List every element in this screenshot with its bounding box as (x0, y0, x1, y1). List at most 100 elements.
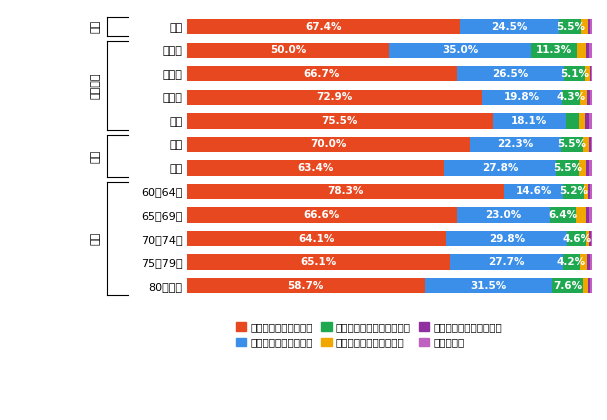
Bar (552, 278, 583, 293)
Bar (186, 231, 446, 246)
Text: 5.5%: 5.5% (557, 139, 586, 150)
Text: 26.5%: 26.5% (493, 69, 529, 79)
Bar (504, 184, 563, 199)
Bar (578, 160, 586, 176)
Bar (563, 90, 580, 105)
Bar (588, 278, 591, 293)
Bar (457, 66, 565, 81)
Text: 6.4%: 6.4% (548, 210, 577, 220)
Text: 4.6%: 4.6% (562, 234, 591, 244)
Text: 19.8%: 19.8% (504, 92, 540, 102)
Bar (590, 66, 591, 81)
Bar (591, 278, 592, 293)
Bar (563, 255, 580, 270)
Bar (186, 113, 493, 129)
Text: 72.9%: 72.9% (316, 92, 353, 102)
Text: 14.6%: 14.6% (515, 186, 552, 197)
Text: 67.4%: 67.4% (305, 22, 341, 32)
Bar (589, 113, 592, 129)
Bar (450, 255, 563, 270)
Bar (456, 207, 550, 223)
Text: 7.6%: 7.6% (553, 281, 582, 291)
Text: 5.1%: 5.1% (560, 69, 589, 79)
Bar (186, 184, 504, 199)
Text: 66.7%: 66.7% (304, 69, 340, 79)
Bar (186, 43, 389, 58)
Bar (589, 231, 591, 246)
Legend: ほとんど毎日運転する, 週２，３回は運転する, 週に１回くらいは運転する, 月に数回しか運転しない, 年に数回しか運転しない, わからない: ほとんど毎日運転する, 週２，３回は運転する, 週に１回くらいは運転する, 月に… (236, 322, 503, 347)
Text: 24.5%: 24.5% (491, 22, 527, 32)
Bar (586, 207, 589, 223)
Bar (482, 90, 563, 105)
Text: 64.1%: 64.1% (298, 234, 334, 244)
Bar (585, 184, 588, 199)
Bar (559, 19, 582, 34)
Text: 4.3%: 4.3% (557, 92, 586, 102)
Bar (589, 160, 592, 176)
Text: 22.3%: 22.3% (498, 139, 534, 150)
Text: 11.3%: 11.3% (536, 45, 572, 55)
Bar (577, 43, 586, 58)
Bar (586, 160, 589, 176)
Bar (587, 90, 590, 105)
Text: 5.5%: 5.5% (556, 22, 585, 32)
Bar (587, 255, 589, 270)
Bar (568, 231, 586, 246)
Bar (561, 137, 583, 152)
Text: 5.2%: 5.2% (559, 186, 588, 197)
Bar (557, 160, 578, 176)
Bar (531, 43, 577, 58)
Bar (586, 43, 589, 58)
Bar (591, 231, 592, 246)
Bar (446, 231, 568, 246)
Text: 70.0%: 70.0% (310, 139, 347, 150)
Text: 50.0%: 50.0% (270, 45, 306, 55)
Bar (579, 113, 585, 129)
Bar (588, 19, 590, 34)
Text: 4.2%: 4.2% (557, 257, 586, 267)
Text: 78.3%: 78.3% (327, 186, 364, 197)
Text: 全体: 全体 (90, 20, 100, 33)
Bar (585, 113, 589, 129)
Bar (585, 66, 590, 81)
Bar (566, 113, 579, 129)
Bar (186, 66, 457, 81)
Text: 年齢: 年齢 (90, 232, 100, 245)
Bar (186, 207, 456, 223)
Bar (589, 255, 592, 270)
Bar (444, 160, 557, 176)
Bar (565, 66, 585, 81)
Text: 29.8%: 29.8% (489, 234, 525, 244)
Bar (590, 90, 592, 105)
Text: 66.6%: 66.6% (304, 210, 340, 220)
Bar (389, 43, 531, 58)
Bar (589, 137, 591, 152)
Text: 35.0%: 35.0% (442, 45, 478, 55)
Bar (186, 137, 470, 152)
Bar (186, 90, 482, 105)
Bar (591, 184, 592, 199)
Text: 都市規模: 都市規模 (90, 72, 100, 99)
Bar (186, 19, 460, 34)
Bar (582, 19, 588, 34)
Text: 27.7%: 27.7% (489, 257, 525, 267)
Bar (580, 90, 587, 105)
Text: 性別: 性別 (90, 150, 100, 163)
Text: 65.1%: 65.1% (300, 257, 337, 267)
Text: 58.7%: 58.7% (287, 281, 324, 291)
Text: 18.1%: 18.1% (511, 116, 548, 126)
Bar (586, 231, 589, 246)
Bar (576, 207, 586, 223)
Bar (589, 43, 592, 58)
Bar (424, 278, 552, 293)
Text: 63.4%: 63.4% (297, 163, 333, 173)
Text: 75.5%: 75.5% (322, 116, 358, 126)
Bar (563, 184, 585, 199)
Bar (583, 278, 588, 293)
Bar (186, 160, 444, 176)
Bar (580, 255, 587, 270)
Bar (186, 278, 424, 293)
Text: 23.0%: 23.0% (485, 210, 521, 220)
Bar (583, 137, 589, 152)
Bar (588, 184, 591, 199)
